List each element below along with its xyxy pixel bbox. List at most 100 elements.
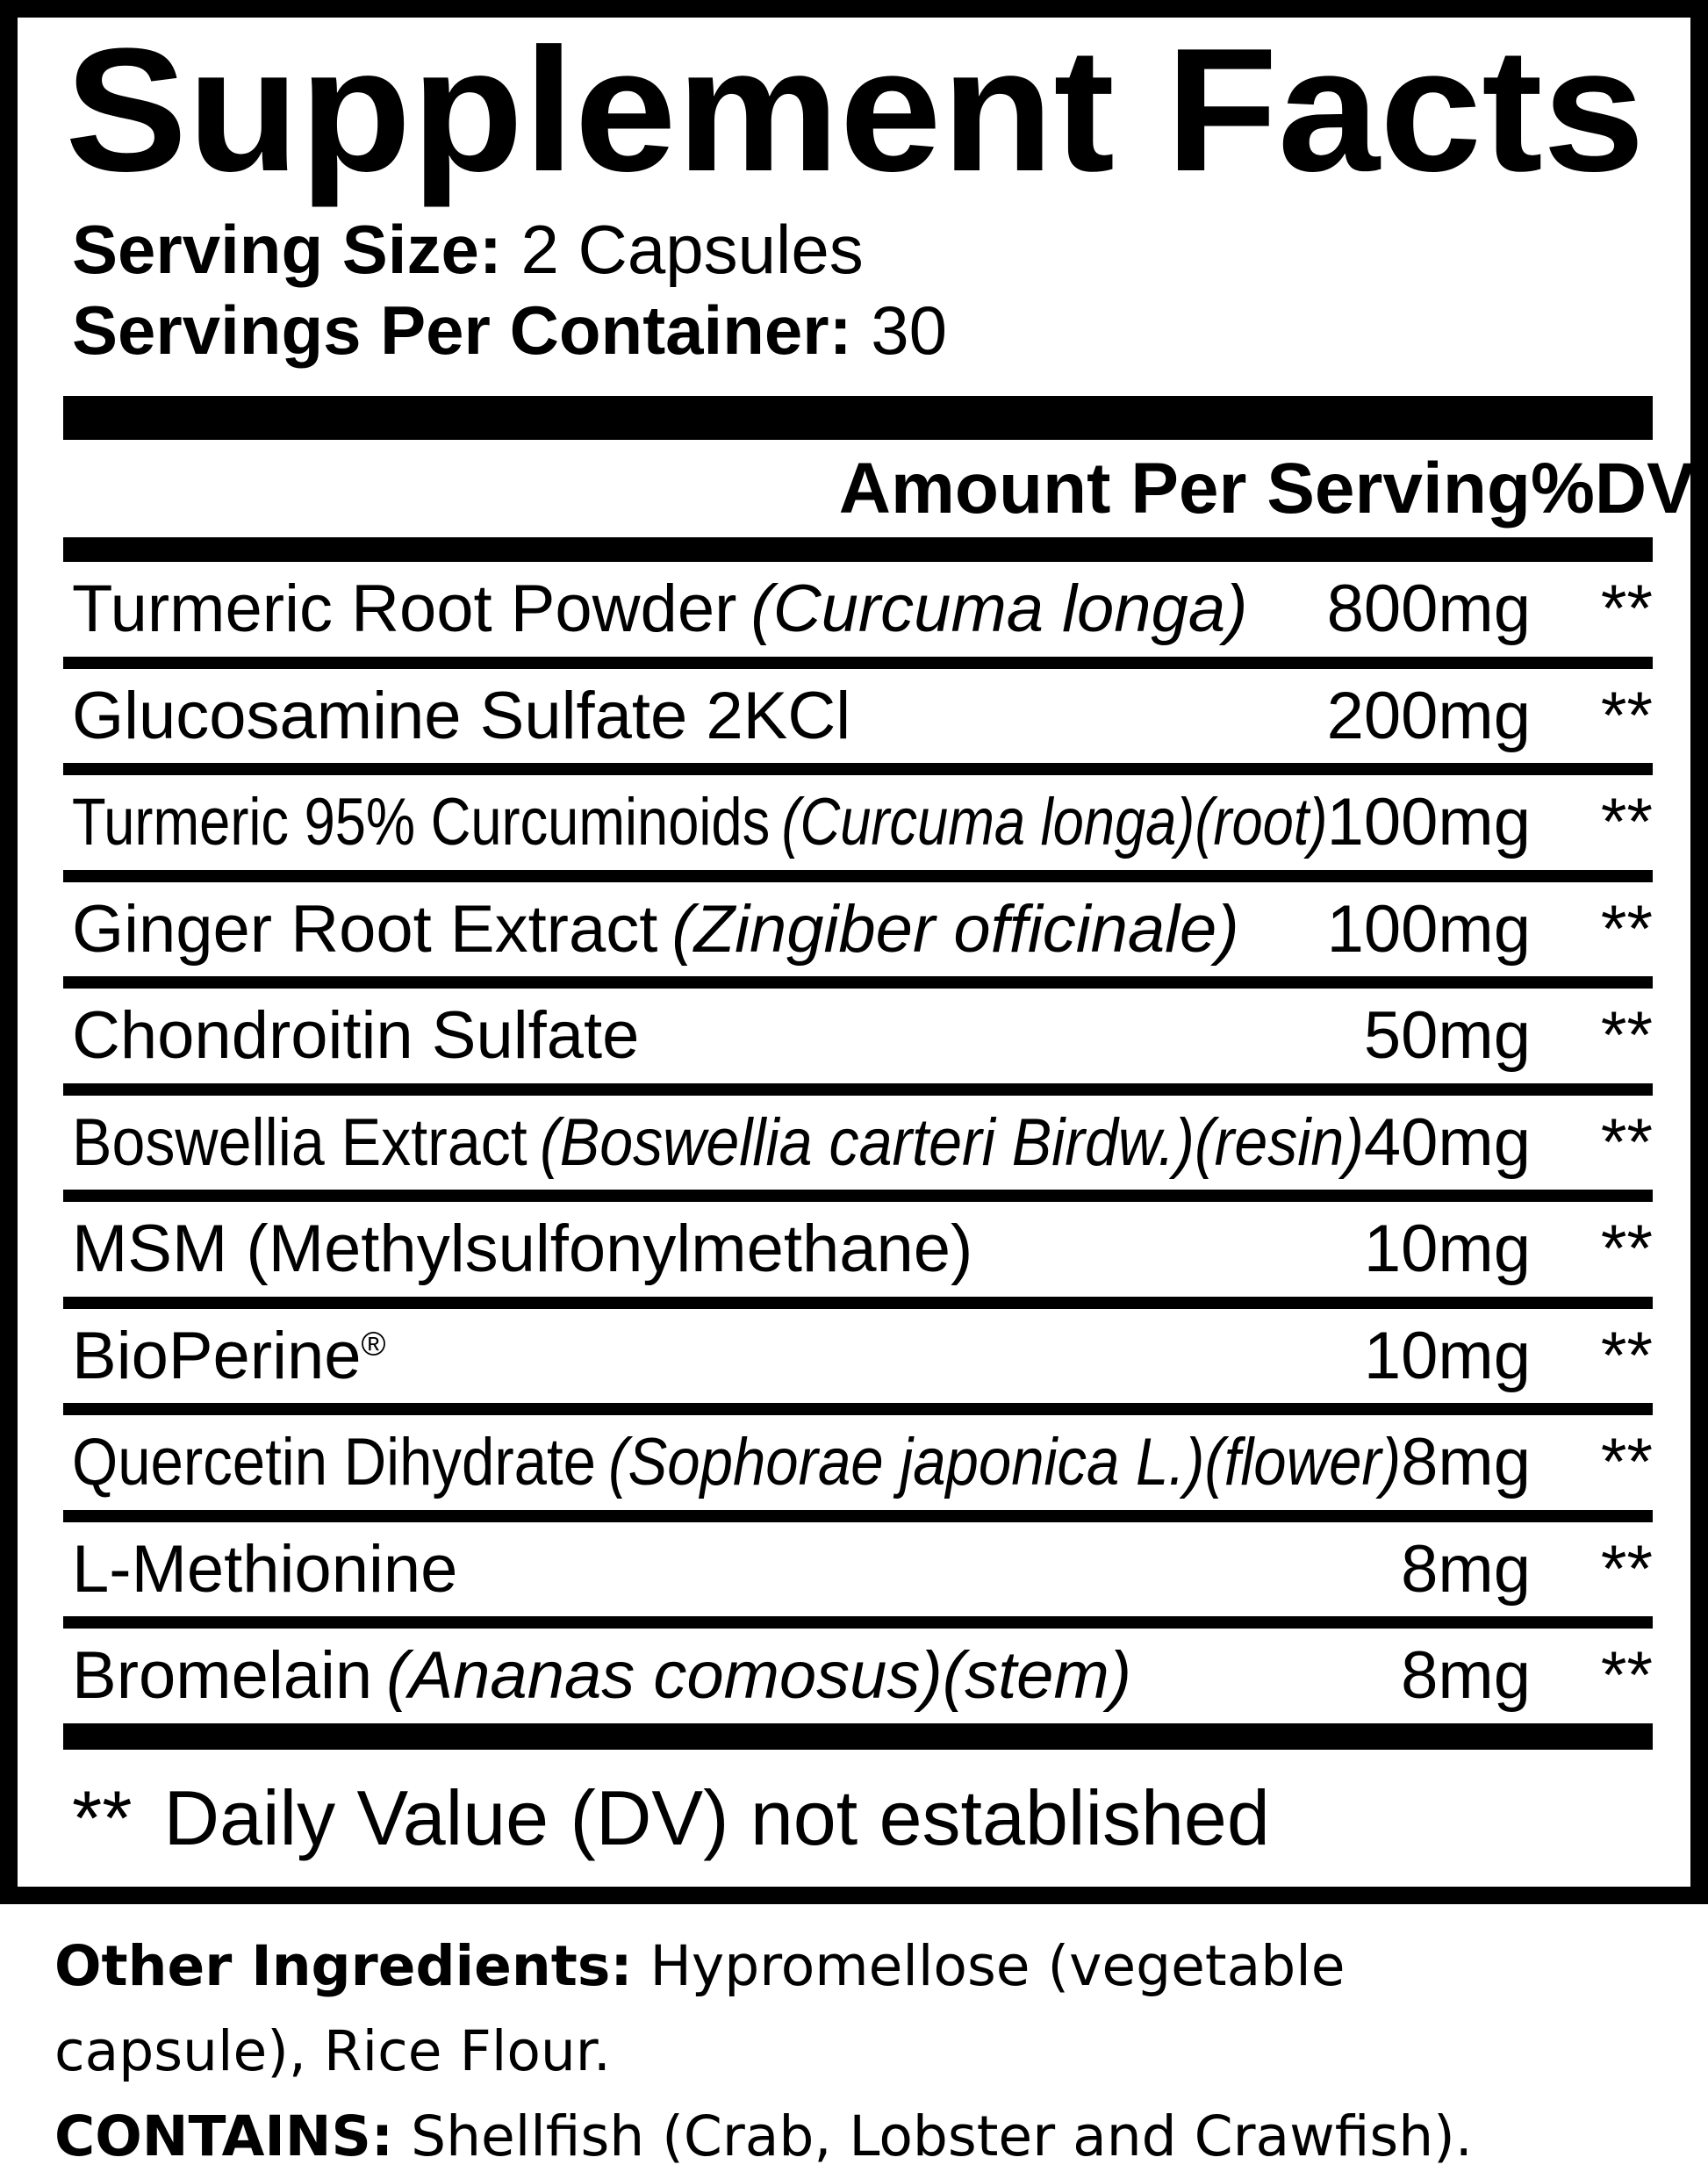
servings-per-container-value: 30 xyxy=(871,291,948,369)
footnote-asterisks: ** xyxy=(72,1773,133,1861)
ingredient-amount: 8mg xyxy=(1401,1531,1531,1607)
amount-per-serving-header: Amount Per Serving xyxy=(838,448,1531,529)
ingredient-latin-name: (Curcuma longa) xyxy=(750,572,1248,647)
other-ingredients-label: Other Ingredients: xyxy=(54,1934,633,1998)
ingredient-row: Boswellia Extract (Boswellia carteri Bird… xyxy=(63,1096,1653,1190)
footnote-text: Daily Value (DV) not established xyxy=(163,1773,1270,1861)
ingredient-amount: 10mg xyxy=(1363,1318,1531,1393)
other-ingredients-section: Other Ingredients: Hypromellose (vegetab… xyxy=(0,1904,1708,2179)
ingredient-amount: 50mg xyxy=(1363,998,1531,1074)
ingredient-row: Turmeric Root Powder (Curcuma longa) 800m… xyxy=(63,562,1653,657)
serving-size-value: 2 Capsules xyxy=(520,211,864,288)
ingredient-name-text: Chondroitin Sulfate xyxy=(72,998,640,1074)
other-ingredients-text-1: Hypromellose (vegetable xyxy=(632,1934,1346,1998)
ingredient-latin-name: (Zingiber officinale) xyxy=(671,891,1239,967)
trademark-symbol: ® xyxy=(361,1326,386,1363)
ingredient-amount: 8mg xyxy=(1401,1425,1531,1500)
ingredient-name-text: BioPerine xyxy=(72,1318,362,1393)
servings-per-container-label: Servings Per Container: xyxy=(72,291,852,369)
ingredient-name: Ginger Root Extract (Zingiber officinale) xyxy=(63,891,1327,967)
row-separator xyxy=(63,1616,1653,1629)
ingredient-name-text: Turmeric Root Powder xyxy=(72,572,737,647)
ingredient-row: Turmeric 95% Curcuminoids (Curcuma longa)… xyxy=(63,775,1653,870)
ingredient-name: Glucosamine Sulfate 2KCl xyxy=(63,678,1327,754)
ingredient-rows: Turmeric Root Powder (Curcuma longa) 800m… xyxy=(63,562,1653,1723)
contains-text: Shellfish (Crab, Lobster and Crawfish). xyxy=(393,2104,1473,2168)
other-ingredients-line-2: capsule), Rice Flour. xyxy=(54,2009,1682,2094)
ingredient-amount: 100mg xyxy=(1326,785,1531,860)
ingredient-name-text: Bromelain xyxy=(72,1638,373,1714)
ingredient-dv: ** xyxy=(1600,1425,1653,1500)
supplement-facts-title: Supplement Facts xyxy=(65,18,1645,208)
supplement-facts-panel: Supplement Facts Serving Size: 2 Capsule… xyxy=(0,0,1708,1904)
ingredient-name: Turmeric Root Powder (Curcuma longa) xyxy=(63,571,1327,647)
ingredient-dv: ** xyxy=(1600,1638,1653,1714)
ingredient-dv: ** xyxy=(1600,1318,1653,1393)
ingredient-row: BioPerine® 10mg ** xyxy=(63,1309,1653,1404)
ingredient-amount: 100mg xyxy=(1326,891,1531,967)
ingredient-latin-name: (Boswellia carteri Birdw.)(resin) xyxy=(540,1104,1364,1180)
row-separator xyxy=(63,1190,1653,1202)
ingredient-name: MSM (Methylsulfonylmethane) xyxy=(63,1211,1364,1287)
ingredient-dv: ** xyxy=(1600,891,1653,967)
ingredient-name-text: Boswellia Extract xyxy=(72,1104,527,1180)
dv-footnote: ** Daily Value (DV) not established xyxy=(63,1750,1653,1887)
divider-bar-thick-bottom xyxy=(63,1722,1653,1750)
divider-bar-medium xyxy=(63,537,1653,562)
ingredient-latin-name: (Ananas comosus)(stem) xyxy=(386,1638,1132,1714)
ingredient-amount: 8mg xyxy=(1401,1638,1531,1714)
ingredient-dv: ** xyxy=(1600,678,1653,753)
ingredient-name-text: L-Methionine xyxy=(72,1531,458,1607)
ingredient-row: Bromelain (Ananas comosus)(stem) 8mg ** xyxy=(63,1629,1653,1723)
ingredient-name: Turmeric 95% Curcuminoids (Curcuma longa)… xyxy=(63,784,1327,860)
ingredient-row: Chondroitin Sulfate 50mg ** xyxy=(63,989,1653,1083)
ingredient-dv: ** xyxy=(1600,1212,1653,1287)
ingredient-row: Quercetin Dihydrate (Sophorae japonica L.… xyxy=(63,1415,1653,1510)
ingredient-dv: ** xyxy=(1600,572,1653,647)
ingredient-name-text: Ginger Root Extract xyxy=(72,891,658,967)
ingredient-name: L-Methionine xyxy=(63,1531,1401,1607)
row-separator xyxy=(63,1296,1653,1309)
servings-per-container-line: Servings Per Container: 30 xyxy=(72,290,1653,370)
serving-info: Serving Size: 2 Capsules Servings Per Co… xyxy=(63,209,1653,370)
serving-size-label: Serving Size: xyxy=(72,211,502,288)
ingredient-name: Chondroitin Sulfate xyxy=(63,997,1364,1074)
ingredient-row: Ginger Root Extract (Zingiber officinale)… xyxy=(63,882,1653,977)
ingredient-amount: 10mg xyxy=(1363,1212,1531,1287)
ingredient-name-text: Glucosamine Sulfate 2KCl xyxy=(72,678,851,753)
row-separator xyxy=(63,976,1653,989)
ingredient-row: Glucosamine Sulfate 2KCl 200mg ** xyxy=(63,669,1653,764)
ingredient-name-text: MSM (Methylsulfonylmethane) xyxy=(72,1212,973,1287)
ingredient-dv: ** xyxy=(1600,1531,1653,1607)
ingredient-row: L-Methionine 8mg ** xyxy=(63,1522,1653,1617)
ingredient-dv: ** xyxy=(1600,1104,1653,1180)
ingredient-name: Quercetin Dihydrate (Sophorae japonica L.… xyxy=(63,1424,1401,1500)
row-separator xyxy=(63,656,1653,669)
ingredient-name: Bromelain (Ananas comosus)(stem) xyxy=(63,1637,1401,1714)
row-separator xyxy=(63,1509,1653,1522)
ingredient-name-text: Turmeric 95% Curcuminoids xyxy=(72,785,771,860)
ingredient-name: BioPerine® xyxy=(63,1318,1364,1394)
column-header-row: Amount Per Serving %DV xyxy=(63,440,1690,537)
ingredient-amount: 40mg xyxy=(1363,1104,1531,1180)
contains-label: CONTAINS: xyxy=(54,2104,394,2168)
row-separator xyxy=(63,763,1653,775)
ingredient-amount: 200mg xyxy=(1326,678,1531,753)
ingredient-row: MSM (Methylsulfonylmethane) 10mg ** xyxy=(63,1202,1653,1297)
ingredient-dv: ** xyxy=(1600,998,1653,1074)
divider-bar-thick-top xyxy=(63,396,1653,440)
other-ingredients-line-1: Other Ingredients: Hypromellose (vegetab… xyxy=(54,1924,1682,2009)
serving-size-line: Serving Size: 2 Capsules xyxy=(72,209,1653,290)
title-text: Supplement Facts xyxy=(65,18,1645,208)
ingredient-latin-name: (Sophorae japonica L.)(flower) xyxy=(608,1425,1402,1500)
ingredient-amount: 800mg xyxy=(1326,572,1531,647)
ingredient-dv: ** xyxy=(1600,785,1653,860)
ingredient-name-text: Quercetin Dihydrate xyxy=(72,1425,597,1500)
other-ingredients-text-2: capsule), Rice Flour. xyxy=(54,2019,611,2083)
ingredient-latin-name: (Curcuma longa)(root) xyxy=(781,785,1327,860)
row-separator xyxy=(63,1082,1653,1096)
row-separator xyxy=(63,869,1653,882)
ingredient-name: Boswellia Extract (Boswellia carteri Bird… xyxy=(63,1104,1364,1181)
row-separator xyxy=(63,1403,1653,1415)
